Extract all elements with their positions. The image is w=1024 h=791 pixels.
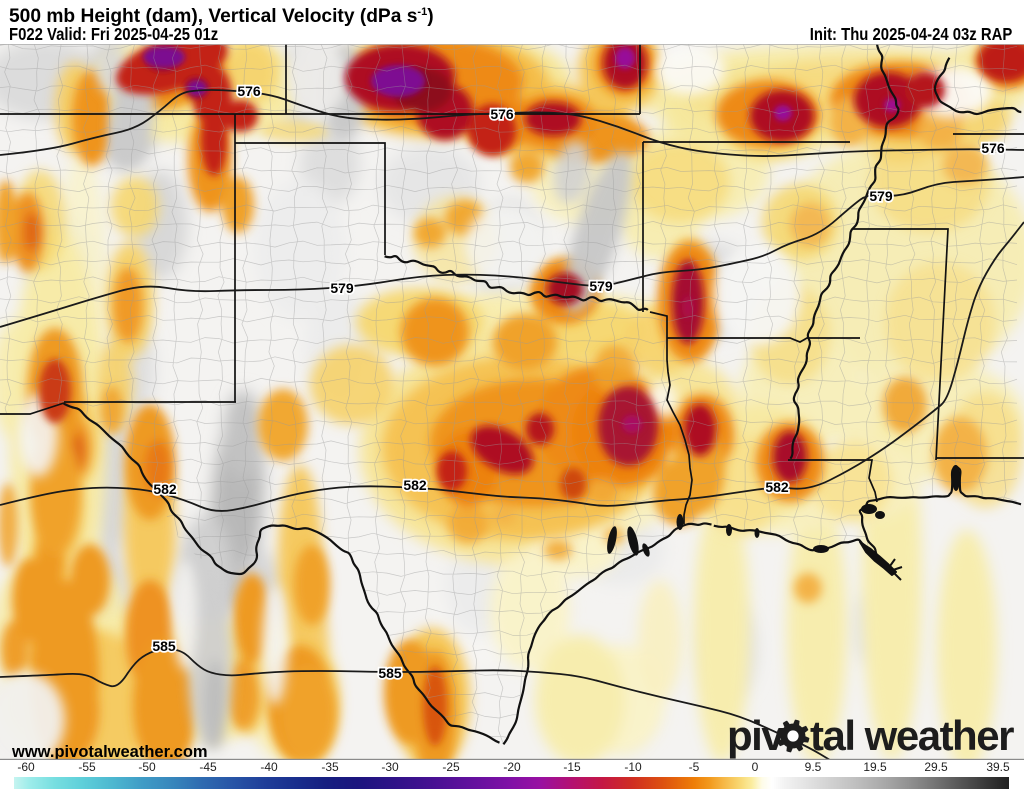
svg-text:tal weather: tal weather xyxy=(810,712,1014,759)
svg-text:www.pivotalweather.com: www.pivotalweather.com xyxy=(11,743,208,760)
svg-text:582: 582 xyxy=(765,479,789,495)
svg-text:582: 582 xyxy=(403,477,427,493)
svg-text:piv: piv xyxy=(727,712,785,759)
svg-text:579: 579 xyxy=(589,278,613,294)
svg-text:585: 585 xyxy=(378,665,402,681)
svg-text:579: 579 xyxy=(869,188,893,204)
svg-text:576: 576 xyxy=(490,106,514,122)
svg-text:576: 576 xyxy=(981,140,1005,156)
svg-text:582: 582 xyxy=(153,481,177,497)
svg-text:585: 585 xyxy=(152,638,176,654)
svg-text:579: 579 xyxy=(330,280,354,296)
svg-text:576: 576 xyxy=(237,83,261,99)
